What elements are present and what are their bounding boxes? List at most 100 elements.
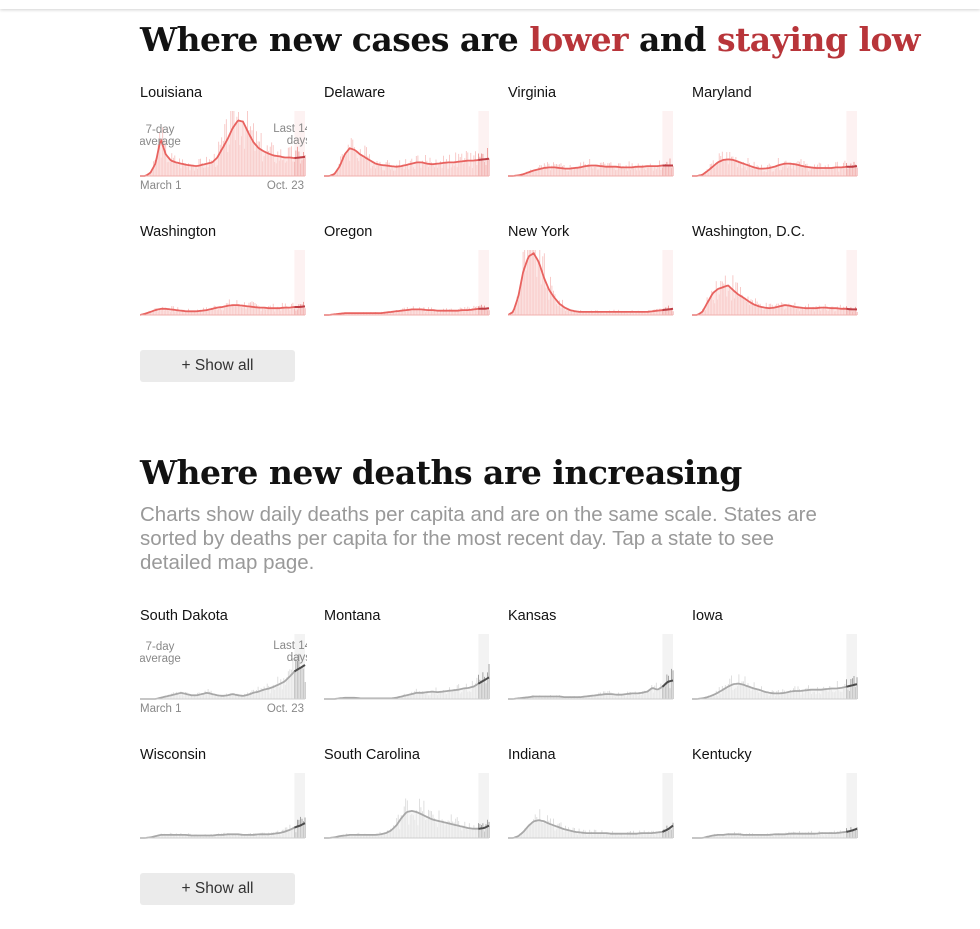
recent-average-line [478,157,490,161]
chart-deaths-2 [508,634,674,700]
state-chart-montana[interactable]: Montana [324,608,490,733]
state-chart-kentucky[interactable]: Kentucky [692,747,858,872]
title-text-and: and [639,20,706,59]
last-14-days-band [662,111,673,176]
average-area [508,253,673,315]
recent-average-line [478,307,490,310]
recent-average-line [661,824,674,833]
seven-day-label: 7-day [146,641,175,653]
average-line [324,809,479,839]
recent-average-line [294,822,306,829]
average-line [508,252,663,316]
last-14-days-band [478,773,489,838]
show-all-deaths-button[interactable]: + Show all [140,873,295,905]
average-line [140,826,295,839]
average-line [692,682,847,700]
last-14-days-band [662,250,673,315]
chart-cases-5 [324,250,490,316]
start-date-label: March 1 [140,703,182,715]
average-area [692,683,857,699]
state-chart-washington-d-c[interactable]: Washington, D.C. [692,224,858,349]
top-nav-bar [0,0,980,9]
average-line [140,670,296,700]
average-area [324,810,489,838]
chart-deaths-3 [692,634,858,700]
cases-section-title: Where new cases are lower and staying lo… [140,20,920,59]
state-chart-virginia[interactable]: Virginia [508,85,674,210]
last-14-label: Last 14 [273,640,307,652]
chart-deaths-5 [324,773,490,839]
average-line [324,147,479,177]
state-name-label: Virginia [508,85,557,101]
state-chart-iowa[interactable]: Iowa [692,608,858,733]
chart-deaths-1 [324,634,490,700]
deaths-section-description: Charts show daily deaths per capita and … [140,503,817,574]
state-chart-maryland[interactable]: Maryland [692,85,858,210]
recent-average-line [477,676,490,685]
deaths-section-title: Where new deaths are increasing [140,453,742,492]
state-name-label: South Dakota [140,608,228,624]
seven-day-label: 7-day [146,124,175,136]
state-name-label: Kansas [508,608,557,624]
average-area [692,828,857,838]
last-14-days-band [846,634,857,699]
state-name-label: Louisiana [140,85,203,101]
last-14-days-band [846,111,857,176]
days-label: days [287,135,307,147]
state-chart-oregon[interactable]: Oregon [324,224,490,349]
state-name-label: Delaware [324,85,386,101]
recent-average-line [846,165,858,168]
state-chart-indiana[interactable]: Indiana [508,747,674,872]
recent-average-line [661,679,674,688]
state-chart-south-carolina[interactable]: South Carolina [324,747,490,872]
average-label: average [140,136,181,148]
chart-cases-4 [140,250,306,316]
chart-deaths-7 [692,773,858,839]
state-name-label: Iowa [692,608,723,624]
last-14-days-band [478,111,489,176]
chart-cases-7 [692,250,858,316]
recent-average-line [846,827,858,833]
average-line [508,164,663,177]
state-name-label: Indiana [508,747,556,763]
average-line [692,158,847,177]
average-area [508,680,673,699]
average-label: average [140,653,181,665]
average-line [324,682,479,700]
days-label: days [287,652,307,664]
last-14-days-band [478,250,489,315]
state-chart-new-york[interactable]: New York [508,224,674,349]
end-date-label: Oct. 23 [267,703,304,715]
state-name-label: Oregon [324,224,373,240]
state-chart-delaware[interactable]: Delaware [324,85,490,210]
average-line [692,831,847,839]
chart-cases-3 [692,111,858,177]
average-line [692,284,847,316]
last-14-days-band [294,250,305,315]
last-14-days-band [662,634,673,699]
end-date-label: Oct. 23 [267,180,304,192]
chart-deaths-6 [508,773,674,839]
chart-deaths-4 [140,773,306,839]
state-name-label: New York [508,224,570,240]
last-14-days-band [294,773,305,838]
average-area [140,305,305,315]
average-line [140,119,295,177]
last-14-days-band [846,773,857,838]
last-14-days-band [294,634,305,699]
show-all-cases-button[interactable]: + Show all [140,350,295,382]
state-chart-kansas[interactable]: Kansas [508,608,674,733]
average-line [508,686,663,700]
average-line [324,308,479,316]
state-name-label: Kentucky [692,747,752,763]
start-date-label: March 1 [140,180,182,192]
last-14-days-band [662,773,673,838]
chart-cases-6 [508,250,674,316]
state-chart-wisconsin[interactable]: Wisconsin [140,747,306,872]
recent-average-line [846,307,857,311]
state-chart-washington[interactable]: Washington [140,224,306,349]
average-area [508,820,673,838]
